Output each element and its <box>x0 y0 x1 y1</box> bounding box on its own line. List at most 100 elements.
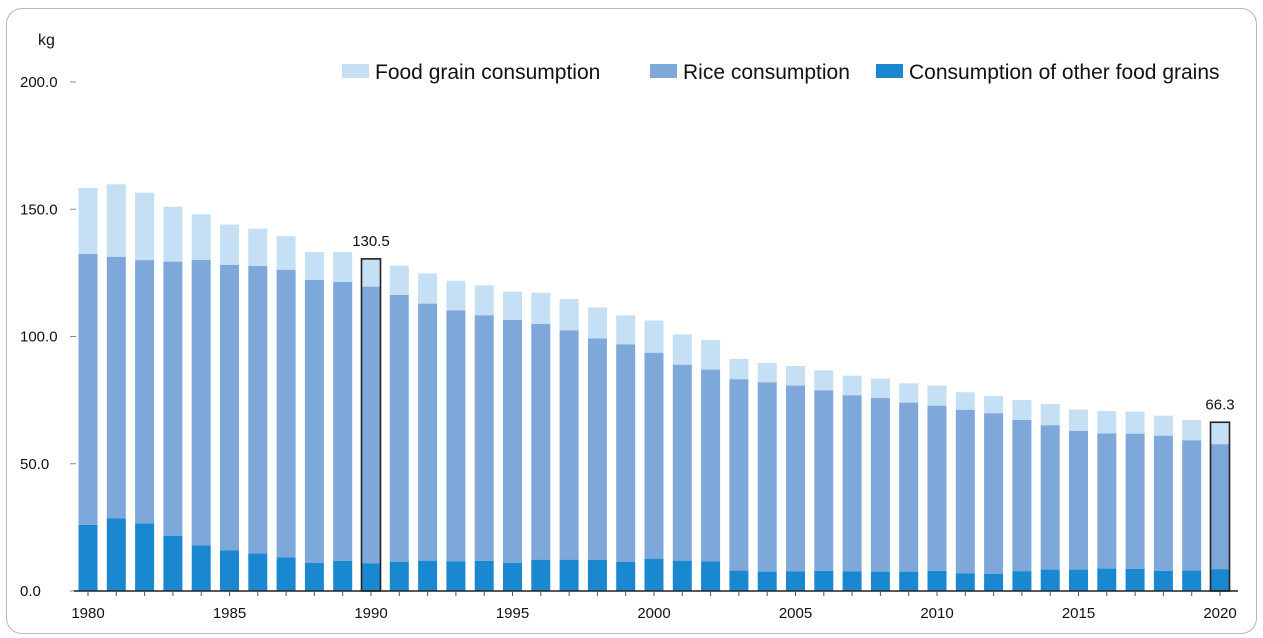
bar-food-grain <box>757 362 777 383</box>
x-tick-label: 2020 <box>1203 605 1236 622</box>
x-tick-label: 2005 <box>779 605 812 622</box>
bar-other-grains <box>927 570 947 591</box>
bar-food-grain <box>927 385 947 406</box>
bar-food-grain <box>333 252 353 283</box>
bar-rice <box>304 280 324 564</box>
bar-other-grains <box>446 561 466 591</box>
bar-food-grain <box>955 392 975 410</box>
bar-other-grains <box>531 559 551 591</box>
bar-other-grains <box>644 558 664 591</box>
bar-other-grains <box>870 571 890 591</box>
bar-food-grain <box>1069 409 1088 431</box>
bar-other-grains <box>276 557 296 591</box>
bar-other-grains <box>786 571 805 591</box>
x-tick-label: 1995 <box>496 605 529 622</box>
bar-rice <box>446 310 466 562</box>
bar-food-grain <box>220 224 239 265</box>
bar-other-grains <box>191 545 211 591</box>
bar-other-grains <box>1097 568 1117 591</box>
bar-rice <box>276 269 296 558</box>
bar-food-grain <box>814 370 834 391</box>
x-tick-label: 1990 <box>354 605 387 622</box>
bar-food-grain <box>361 258 381 287</box>
bar-rice <box>729 379 749 571</box>
bar-other-grains <box>757 571 777 591</box>
bar-food-grain <box>899 383 919 403</box>
bar-other-grains <box>955 573 975 591</box>
bar-other-grains <box>418 560 438 591</box>
bar-rice <box>899 402 919 572</box>
bar-other-grains <box>701 561 721 591</box>
annotations-group: 130.5 66.3 <box>352 233 1235 592</box>
bar-rice <box>220 264 239 551</box>
bar-food-grain <box>135 192 155 261</box>
bar-rice <box>786 385 805 572</box>
legend-label: Rice consumption <box>683 61 850 84</box>
bar-food-grain <box>1040 403 1060 426</box>
bar-rice <box>191 259 211 546</box>
bar-food-grain <box>644 320 664 353</box>
legend-swatch <box>876 64 903 78</box>
bar-other-grains <box>729 570 749 591</box>
bar-other-grains <box>814 570 834 591</box>
bar-rice <box>135 260 155 524</box>
bar-rice <box>616 344 636 562</box>
bar-food-grain <box>474 285 494 316</box>
bar-food-grain <box>418 273 438 304</box>
bar-other-grains <box>1040 569 1060 591</box>
bar-food-grain <box>984 396 1004 414</box>
bar-food-grain <box>106 184 126 257</box>
bar-other-grains <box>163 536 183 591</box>
bar-rice <box>984 413 1004 574</box>
y-tick-label: 200.0 <box>20 74 58 91</box>
y-tick-label: 150.0 <box>20 201 58 218</box>
bar-other-grains <box>333 560 353 591</box>
bar-rice <box>701 369 721 562</box>
x-axis-ticks: 1980 1985 1990 1995 2000 2005 2010 2015 2020 <box>71 591 1237 622</box>
bar-rice <box>106 256 126 519</box>
bar-food-grain <box>672 334 692 365</box>
bar-rice <box>672 364 692 561</box>
bar-other-grains <box>984 573 1004 591</box>
bar-other-grains <box>106 518 126 591</box>
bar-food-grain <box>1182 419 1202 441</box>
x-tick-label: 1985 <box>213 605 246 622</box>
bar-other-grains <box>672 560 692 591</box>
bar-rice <box>587 338 607 560</box>
bar-rice <box>955 409 975 574</box>
bar-rice <box>559 330 579 560</box>
bar-food-grain <box>870 378 890 399</box>
bar-rice <box>814 390 834 571</box>
annotation-label: 66.3 <box>1205 396 1234 413</box>
bar-food-grain <box>1210 422 1230 445</box>
bar-food-grain <box>786 366 805 386</box>
bar-food-grain <box>446 280 466 311</box>
bar-other-grains <box>220 550 239 591</box>
bar-food-grain <box>1097 411 1117 434</box>
bar-food-grain <box>559 299 579 331</box>
unit-label: kg <box>38 32 55 49</box>
bar-other-grains <box>389 561 409 591</box>
bar-other-grains <box>1012 571 1032 591</box>
bar-other-grains <box>248 553 268 591</box>
bar-rice <box>757 382 777 572</box>
bar-other-grains <box>842 571 862 591</box>
bar-food-grain <box>389 265 409 296</box>
bar-rice <box>870 398 890 572</box>
bar-rice <box>503 319 522 563</box>
bar-other-grains <box>559 559 579 591</box>
bar-rice <box>418 303 438 561</box>
bar-other-grains <box>1210 569 1230 591</box>
bar-other-grains <box>135 523 155 591</box>
bar-food-grain <box>304 252 324 281</box>
x-tick-label: 2010 <box>920 605 953 622</box>
highlight-box <box>360 258 382 592</box>
bar-rice <box>531 324 551 560</box>
bar-other-grains <box>587 559 607 591</box>
bar-other-grains <box>304 563 324 591</box>
bar-rice <box>842 395 862 572</box>
bar-other-grains <box>1069 569 1088 591</box>
bar-other-grains <box>1182 570 1202 591</box>
highlight-box <box>1209 421 1231 592</box>
